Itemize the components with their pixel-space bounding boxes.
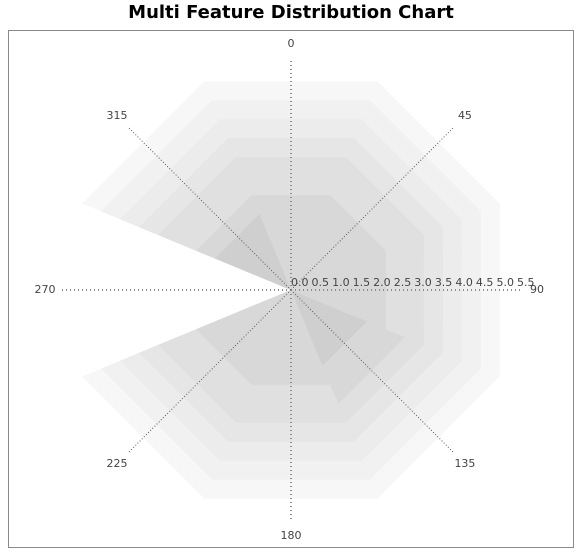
angle-label-315: 315 [107, 109, 128, 122]
radial-tick-label-5.0: 5.0 [496, 276, 514, 289]
radial-tick-label-2.0: 2.0 [373, 276, 391, 289]
angle-gridline-135 [290, 289, 454, 453]
sector-series5-angle0 [251, 195, 331, 290]
angle-label-90: 90 [530, 283, 544, 296]
radial-tick-label-0.5: 0.5 [312, 276, 330, 289]
chart-title: Multi Feature Distribution Chart [128, 2, 454, 23]
angle-label-45: 45 [458, 109, 472, 122]
sector-series5-angle180 [251, 290, 331, 385]
sector-series5-angle90 [291, 250, 386, 330]
radial-tick-label-5.5: 5.5 [517, 276, 535, 289]
radial-tick-label-1.5: 1.5 [353, 276, 371, 289]
radial-tick-label-0.0: 0.0 [291, 276, 309, 289]
radial-tick-label-3.0: 3.0 [414, 276, 432, 289]
radial-tick-label-2.5: 2.5 [394, 276, 412, 289]
sector-series6-angle135 [291, 290, 367, 366]
angle-label-180: 180 [281, 529, 302, 542]
radial-tick-label-4.5: 4.5 [476, 276, 494, 289]
angle-gridline-45 [290, 127, 454, 291]
angle-label-0: 0 [288, 37, 295, 50]
angle-label-270: 270 [35, 283, 56, 296]
radial-tick-label-3.5: 3.5 [435, 276, 453, 289]
radial-tick-label-1.0: 1.0 [332, 276, 350, 289]
angle-label-225: 225 [107, 457, 128, 470]
sector-series6-angle315 [215, 214, 291, 290]
angle-label-135: 135 [454, 457, 475, 470]
radial-tick-label-4.0: 4.0 [455, 276, 473, 289]
